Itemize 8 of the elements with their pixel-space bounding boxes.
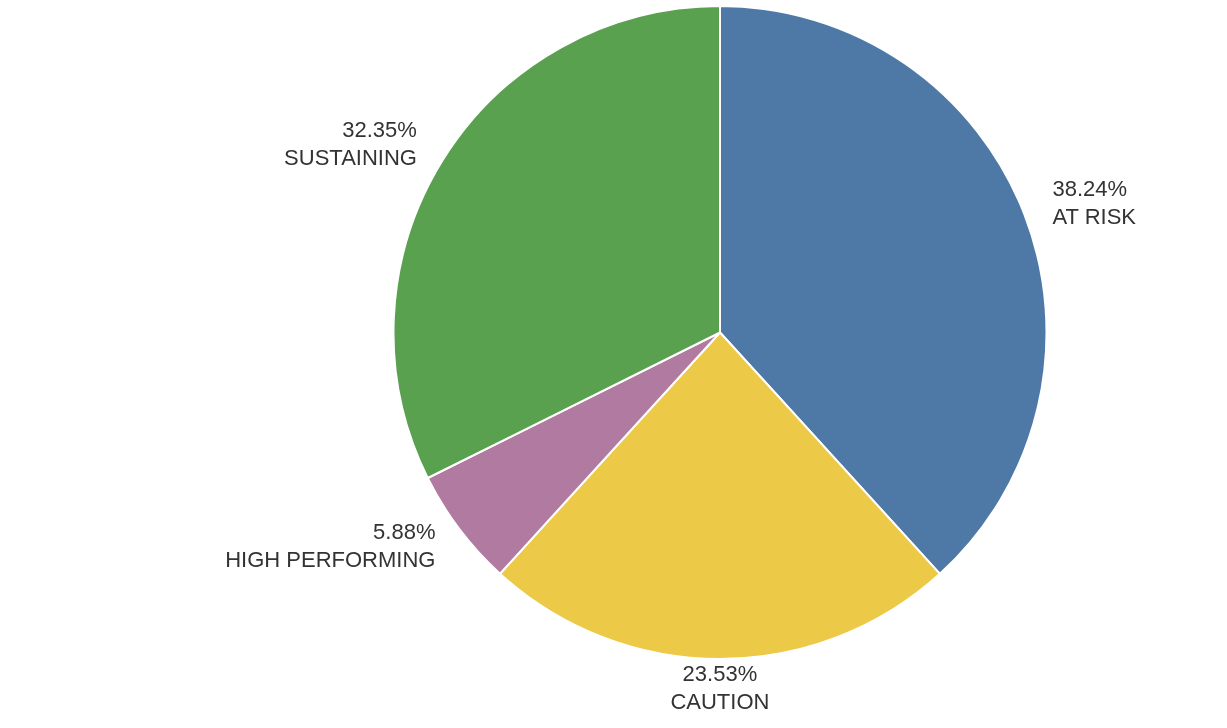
slice-label: HIGH PERFORMING (225, 547, 436, 573)
slice-label: CAUTION (670, 689, 770, 715)
slice-label: AT RISK (1052, 203, 1137, 229)
data-label: 5.88% (373, 519, 436, 545)
data-label: 23.53% (682, 661, 758, 687)
slice-label: SUSTAINING (284, 144, 417, 170)
data-label: 32.35% (342, 116, 417, 142)
data-label: 38.24% (1052, 175, 1128, 201)
